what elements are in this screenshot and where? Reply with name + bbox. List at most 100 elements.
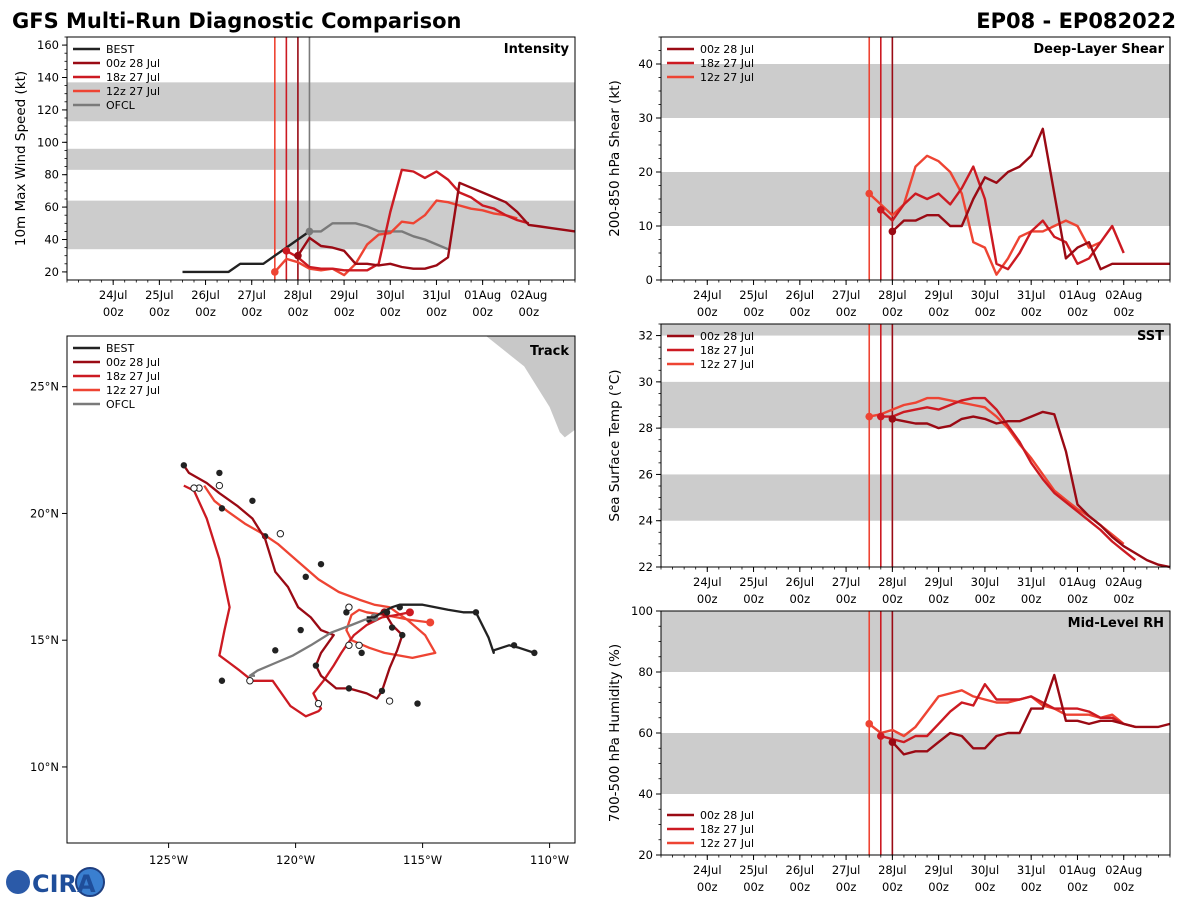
storm-id: EP08 - EP082022 <box>976 9 1176 33</box>
shear-panel: 24Jul 00z 25Jul 00z 26Jul 00z 27Jul 00z 28Jul 00z… <box>607 36 1171 319</box>
track-line <box>248 616 375 677</box>
shear-x-tick-label: 29Jul <box>924 288 953 302</box>
rh-init-point <box>865 720 874 728</box>
track-lat-label: 10°N <box>30 760 59 774</box>
shear-y-tick-label: 0 <box>646 273 653 287</box>
intensity-threshold-band <box>67 82 575 122</box>
sst-x-tick-label-hour: 00z <box>789 592 810 606</box>
sst-legend-label: 12z 27 Jul <box>700 358 754 371</box>
intensity-x-tick-label: 26Jul <box>191 288 220 302</box>
cira-logo-globe-icon <box>75 867 105 897</box>
sst-x-tick-label: 27Jul <box>832 575 861 589</box>
intensity-x-tick-label: 30Jul <box>376 288 405 302</box>
shear-threshold-band <box>661 172 1170 226</box>
sst-x-tick-label: 28Jul <box>878 575 907 589</box>
track-position-marker <box>426 618 435 627</box>
rh-y-axis-label: 700-500 hPa Humidity (%) <box>607 644 623 822</box>
intensity-x-tick-label-hour: 00z <box>195 305 216 319</box>
sst-x-tick-label-hour: 00z <box>975 592 996 606</box>
sst-series-line <box>880 396 1137 562</box>
figure-title: GFS Multi-Run Diagnostic Comparison <box>12 9 461 33</box>
cira-logo-text: CIRA <box>32 870 96 898</box>
intensity-legend-label: 00z 28 Jul <box>106 57 160 70</box>
rh-threshold-band <box>661 733 1170 794</box>
shear-y-tick-label: 20 <box>638 165 653 179</box>
land-mass <box>486 336 575 438</box>
sst-x-tick-label: 26Jul <box>786 575 815 589</box>
intensity-x-tick-label: 25Jul <box>145 288 174 302</box>
intensity-x-tick-label: 24Jul <box>99 288 128 302</box>
shear-x-tick-label: 25Jul <box>739 288 768 302</box>
intensity-legend-label: 12z 27 Jul <box>106 85 160 98</box>
intensity-series-line <box>182 230 311 274</box>
rh-x-tick-label: 27Jul <box>832 863 861 877</box>
shear-x-tick-label-hour: 00z <box>789 305 810 319</box>
sst-plot-area <box>661 324 1170 567</box>
intensity-init-point <box>271 268 279 276</box>
intensity-legend-label: 18z 27 Jul <box>106 71 160 84</box>
intensity-x-tick-label: 28Jul <box>284 288 313 302</box>
track-position-marker <box>399 631 406 639</box>
intensity-y-tick-label: 140 <box>37 71 59 85</box>
intensity-init-point <box>305 227 314 236</box>
sst-x-tick-label: 02Aug <box>1105 575 1142 589</box>
track-line <box>182 464 404 700</box>
track-position-marker <box>276 530 285 538</box>
shear-x-tick-label-hour: 00z <box>928 305 949 319</box>
shear-x-tick-label-hour: 00z <box>697 305 718 319</box>
sst-threshold-band <box>661 324 1170 336</box>
shear-legend-label: 12z 27 Jul <box>700 71 754 84</box>
sst-x-tick-label-hour: 00z <box>1021 592 1042 606</box>
track-panel: 125°W 120°W 115°W 110°W 10°N 15°N 20°N 25°N Trac… <box>30 335 576 867</box>
shear-x-tick-label: 28Jul <box>878 288 907 302</box>
intensity-legend-label: OFCL <box>106 99 136 112</box>
shear-legend-label: 18z 27 Jul <box>700 57 754 70</box>
rh-x-tick-label-hour: 00z <box>928 880 949 894</box>
intensity-panel: 24Jul 00z 25Jul 00z 26Jul 00z 27Jul 00z 28Jul 00z… <box>13 36 576 319</box>
track-legend-label: OFCL <box>106 398 136 411</box>
sst-x-tick-label: 31Jul <box>1017 575 1046 589</box>
intensity-x-tick-label-hour: 00z <box>472 305 493 319</box>
sst-init-point <box>865 412 874 421</box>
track-position-marker <box>385 697 394 705</box>
sst-y-tick-label: 28 <box>638 421 653 435</box>
shear-x-tick-label-hour: 00z <box>975 305 996 319</box>
shear-y-tick-label: 10 <box>638 219 653 233</box>
rh-series-line <box>868 689 1136 738</box>
shear-frame <box>660 36 1171 281</box>
track-position-marker <box>272 647 279 654</box>
rh-x-tick-label-hour: 00z <box>836 880 857 894</box>
track-legend-label: 12z 27 Jul <box>106 384 160 397</box>
sst-y-tick-label: 24 <box>638 514 653 528</box>
intensity-series-line <box>273 199 518 277</box>
track-position-marker <box>345 641 353 649</box>
track-position-marker <box>312 662 320 669</box>
sst-x-tick-label: 01Aug <box>1059 575 1096 589</box>
track-position-marker <box>218 505 226 512</box>
sst-panel-title: SST <box>1137 329 1164 344</box>
rh-frame <box>660 610 1171 856</box>
track-position-marker <box>358 649 365 657</box>
intensity-x-tick-label: 02Aug <box>510 288 547 302</box>
track-legend-label: 18z 27 Jul <box>106 370 160 383</box>
rh-panel: 24Jul 00z 25Jul 00z 26Jul 00z 27Jul 00z 28Jul 00z… <box>607 604 1171 894</box>
shear-series-line <box>891 127 1170 271</box>
intensity-x-tick-label-hour: 00z <box>380 305 401 319</box>
rh-series-line <box>880 683 1136 744</box>
rh-x-tick-label-hour: 00z <box>1113 880 1134 894</box>
intensity-threshold-band <box>67 148 575 170</box>
sst-x-tick-label: 29Jul <box>924 575 953 589</box>
track-position-marker <box>246 677 254 685</box>
track-position-marker <box>345 685 353 692</box>
rh-y-tick-label: 60 <box>638 726 653 740</box>
shear-init-point <box>876 206 885 214</box>
shear-x-tick-label: 30Jul <box>971 288 1000 302</box>
rh-y-tick-label: 100 <box>631 604 653 618</box>
shear-x-tick-label: 24Jul <box>693 288 722 302</box>
track-lat-label: 15°N <box>30 633 59 647</box>
track-position-marker <box>383 609 391 616</box>
intensity-threshold-band <box>67 200 575 250</box>
sst-x-tick-label-hour: 00z <box>697 592 718 606</box>
shear-y-tick-label: 30 <box>638 111 653 125</box>
